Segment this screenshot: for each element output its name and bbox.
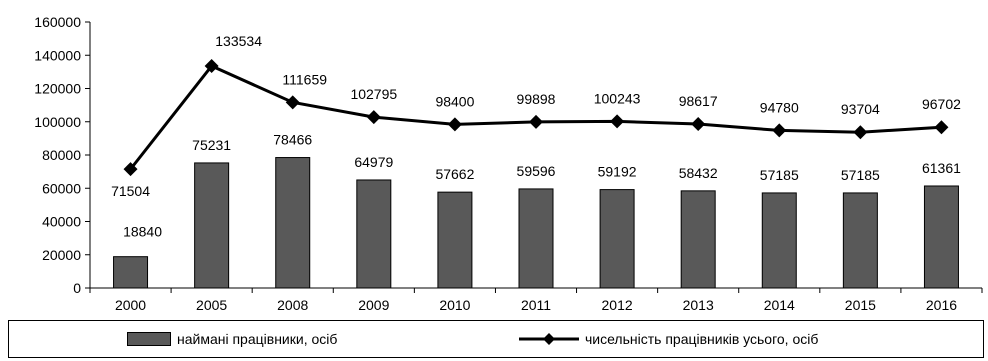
- line-point: [366, 110, 381, 125]
- bar: [356, 179, 392, 289]
- legend-bar-swatch: [127, 332, 171, 346]
- bar-data-label: 57662: [435, 166, 474, 182]
- bar-data-label: 57185: [760, 167, 799, 183]
- x-tick-label: 2015: [845, 297, 876, 313]
- x-tick-label: 2009: [358, 297, 389, 313]
- line-point: [691, 117, 706, 132]
- bar-data-label: 59192: [598, 164, 637, 180]
- bar: [923, 185, 959, 289]
- bar: [518, 188, 554, 289]
- bar: [761, 192, 797, 289]
- line-data-label: 94780: [760, 99, 799, 115]
- bar-data-label: 61361: [922, 160, 961, 176]
- y-tick-label: 40000: [42, 214, 81, 230]
- line-point: [204, 58, 219, 73]
- x-tick-label: 2013: [683, 297, 714, 313]
- line-point: [772, 123, 787, 138]
- line-data-label: 71504: [111, 183, 150, 199]
- line-data-label: 102795: [350, 86, 397, 102]
- line-series: [123, 58, 949, 177]
- legend-label-bars: наймані працівники, осіб: [177, 331, 338, 347]
- bar-data-label: 78466: [273, 132, 312, 148]
- legend-line-swatch: [519, 333, 579, 345]
- line-data-label: 100243: [594, 90, 641, 106]
- legend-entry-bars: наймані працівники, осіб: [127, 331, 337, 347]
- bar: [842, 192, 878, 289]
- legend-label-line: чисельність працівників усього, осіб: [585, 331, 819, 347]
- line-point: [529, 114, 543, 129]
- y-tick-label: 80000: [42, 147, 81, 163]
- y-tick-label: 160000: [34, 14, 81, 30]
- chart-canvas: 0 20000 40000 60000 80000 100000 120000 140000 1…: [34, 14, 983, 313]
- bar: [599, 189, 635, 289]
- x-tick-label: 2005: [196, 297, 227, 313]
- line-data-label: 133534: [215, 33, 262, 49]
- bar-data-label: 18840: [123, 224, 162, 240]
- x-tick-label: 2012: [602, 297, 633, 313]
- line-data-labels: 71504 133534 111659 102795 98400 99898 100243 9…: [111, 33, 961, 199]
- x-axis: 2000 2005 2008 2009 2010 2011 2012 2013 2014 2015…: [89, 287, 983, 313]
- bar-data-label: 58432: [679, 165, 718, 181]
- line-point: [123, 162, 138, 177]
- bar-data-label: 59596: [517, 163, 556, 179]
- x-tick-label: 2016: [926, 297, 957, 313]
- line-point: [285, 95, 300, 110]
- x-tick-label: 2000: [115, 297, 146, 313]
- bar-data-label: 64979: [354, 154, 393, 170]
- line-point: [447, 117, 462, 132]
- bar: [680, 190, 716, 289]
- y-tick-label: 140000: [34, 47, 81, 63]
- y-tick-label: 120000: [34, 81, 81, 97]
- x-tick-label: 2014: [764, 297, 795, 313]
- line-data-label: 98400: [435, 93, 474, 109]
- line-data-label: 99898: [517, 91, 556, 107]
- y-tick-label: 0: [73, 280, 81, 296]
- x-tick-label: 2010: [439, 297, 470, 313]
- line-point: [934, 120, 949, 135]
- legend-entry-line: чисельність працівників усього, осіб: [519, 331, 818, 347]
- line-data-label: 96702: [922, 96, 961, 112]
- y-axis: 0 20000 40000 60000 80000 100000 120000 140000 1…: [34, 14, 91, 296]
- bar: [275, 157, 311, 289]
- bar: [113, 256, 149, 289]
- x-tick-label: 2011: [521, 297, 551, 313]
- bar: [194, 162, 230, 289]
- legend: наймані працівники, осіб чисельність пра…: [8, 320, 984, 358]
- line-data-label: 98617: [679, 93, 718, 109]
- y-tick-label: 60000: [42, 180, 81, 196]
- bar-data-label: 75231: [192, 137, 231, 153]
- bar: [437, 191, 473, 289]
- line-data-label: 111659: [282, 71, 327, 87]
- bar-data-labels: 18840 75231 78466 64979 57662 59596 59192 58432…: [123, 132, 961, 240]
- x-tick-label: 2008: [277, 297, 308, 313]
- line-data-label: 93704: [841, 101, 880, 117]
- y-tick-label: 20000: [42, 247, 81, 263]
- bar-data-label: 57185: [841, 167, 880, 183]
- line-point: [853, 125, 868, 140]
- y-tick-label: 100000: [34, 114, 81, 130]
- line-point: [610, 114, 625, 129]
